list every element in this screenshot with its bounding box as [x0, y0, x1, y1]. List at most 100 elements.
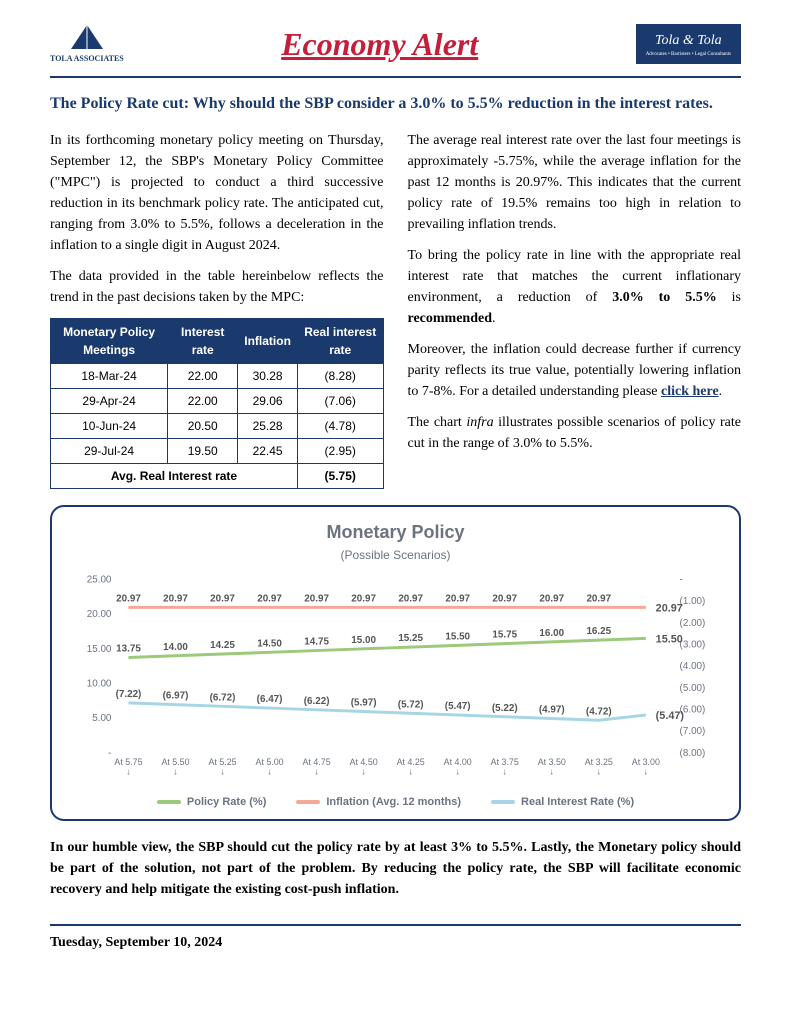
svg-text:15.50: 15.50 [445, 631, 470, 642]
monetary-policy-chart: Monetary Policy (Possible Scenarios) -5.… [50, 505, 741, 821]
table-row: 29-Jul-2419.5022.45(2.95) [51, 439, 384, 464]
svg-text:(4.00): (4.00) [680, 661, 706, 672]
right-logo: Tola & Tola Advocates • Barristers • Leg… [636, 24, 741, 65]
svg-text:↓: ↓ [173, 767, 177, 777]
svg-text:(4.97): (4.97) [539, 705, 565, 716]
svg-text:↓: ↓ [503, 767, 507, 777]
left-column: In its forthcoming monetary policy meeti… [50, 130, 384, 489]
page-header: TOLA ASSOCIATES Economy Alert Tola & Tol… [50, 20, 741, 68]
svg-text:(5.00): (5.00) [680, 683, 706, 694]
svg-text:20.97: 20.97 [445, 593, 470, 604]
th-interest: Interest rate [168, 319, 238, 364]
svg-text:20.97: 20.97 [116, 593, 141, 604]
chart-legend: Policy Rate (%) Inflation (Avg. 12 month… [70, 794, 721, 811]
footer-rule [50, 924, 741, 926]
right-logo-main: Tola & Tola [655, 30, 722, 51]
svg-text:20.97: 20.97 [539, 593, 564, 604]
svg-text:5.00: 5.00 [92, 713, 112, 724]
left-logo-line1: TOLA [50, 54, 72, 63]
svg-text:(6.72): (6.72) [210, 692, 236, 703]
table-row: 18-Mar-2422.0030.28(8.28) [51, 364, 384, 389]
click-here-link[interactable]: click here [661, 384, 719, 399]
svg-text:↓: ↓ [361, 767, 365, 777]
svg-text:20.00: 20.00 [87, 609, 112, 620]
th-inflation: Inflation [238, 319, 298, 364]
svg-text:20.97: 20.97 [163, 593, 188, 604]
svg-text:At 4.75: At 4.75 [303, 757, 331, 767]
chart-svg: -5.0010.0015.0020.0025.00-(1.00)(2.00)(3… [70, 570, 721, 790]
svg-text:(7.00): (7.00) [680, 726, 706, 737]
svg-text:↓: ↓ [126, 767, 130, 777]
svg-text:At 3.25: At 3.25 [585, 757, 613, 767]
table-avg-row: Avg. Real Interest rate(5.75) [51, 464, 384, 489]
svg-text:↓: ↓ [644, 767, 648, 777]
svg-text:20.97: 20.97 [586, 593, 611, 604]
svg-text:At 3.75: At 3.75 [491, 757, 519, 767]
svg-text:20.97: 20.97 [210, 593, 235, 604]
svg-text:20.97: 20.97 [492, 593, 517, 604]
svg-text:(8.00): (8.00) [680, 748, 706, 759]
mpc-table: Monetary Policy Meetings Interest rate I… [50, 318, 384, 489]
svg-text:16.00: 16.00 [539, 628, 564, 639]
svg-text:20.97: 20.97 [398, 593, 423, 604]
svg-text:At 4.25: At 4.25 [397, 757, 425, 767]
legend-inflation: Inflation (Avg. 12 months) [296, 794, 461, 811]
svg-text:At 3.00: At 3.00 [632, 757, 660, 767]
svg-text:(5.22): (5.22) [492, 703, 518, 714]
svg-text:(6.22): (6.22) [304, 696, 330, 707]
svg-text:15.00: 15.00 [87, 644, 112, 655]
svg-text:↓: ↓ [267, 767, 271, 777]
svg-text:25.00: 25.00 [87, 574, 112, 585]
header-title: Economy Alert [281, 20, 478, 68]
svg-text:(1.00): (1.00) [680, 596, 706, 607]
svg-text:↓: ↓ [408, 767, 412, 777]
svg-text:At 5.25: At 5.25 [208, 757, 236, 767]
svg-text:(7.22): (7.22) [116, 689, 142, 700]
right-column: The average real interest rate over the … [408, 130, 742, 489]
svg-text:20.97: 20.97 [257, 593, 282, 604]
svg-text:(2.00): (2.00) [680, 618, 706, 629]
footer-date: Tuesday, September 10, 2024 [50, 932, 741, 953]
left-logo: TOLA ASSOCIATES [50, 23, 124, 65]
svg-text:(4.72): (4.72) [586, 706, 612, 717]
table-row: 29-Apr-2422.0029.06(7.06) [51, 389, 384, 414]
svg-text:(6.47): (6.47) [257, 694, 283, 705]
svg-text:At 5.50: At 5.50 [161, 757, 189, 767]
svg-text:At 5.75: At 5.75 [114, 757, 142, 767]
svg-text:At 4.50: At 4.50 [350, 757, 378, 767]
svg-text:↓: ↓ [220, 767, 224, 777]
para-6: The chart infra illustrates possible sce… [408, 412, 742, 454]
svg-text:↓: ↓ [550, 767, 554, 777]
svg-text:10.00: 10.00 [87, 679, 112, 690]
svg-text:At 5.00: At 5.00 [256, 757, 284, 767]
triangle-logo-icon [69, 23, 105, 53]
svg-text:(3.00): (3.00) [680, 639, 706, 650]
chart-title: Monetary Policy [70, 519, 721, 546]
svg-text:20.97: 20.97 [351, 593, 376, 604]
th-real: Real interest rate [297, 319, 383, 364]
para-4: To bring the policy rate in line with th… [408, 245, 742, 329]
svg-text:20.97: 20.97 [656, 602, 683, 614]
svg-text:20.97: 20.97 [304, 593, 329, 604]
svg-text:14.75: 14.75 [304, 637, 329, 648]
para-2: The data provided in the table hereinbel… [50, 266, 384, 308]
svg-text:15.00: 15.00 [351, 635, 376, 646]
svg-text:At 4.00: At 4.00 [444, 757, 472, 767]
svg-text:15.50: 15.50 [656, 633, 683, 645]
left-logo-line2: ASSOCIATES [74, 54, 124, 63]
legend-real: Real Interest Rate (%) [491, 794, 634, 811]
svg-text:↓: ↓ [455, 767, 459, 777]
para-1: In its forthcoming monetary policy meeti… [50, 130, 384, 256]
svg-text:14.00: 14.00 [163, 642, 188, 653]
svg-text:14.25: 14.25 [210, 640, 235, 651]
svg-text:At 3.50: At 3.50 [538, 757, 566, 767]
article-title: The Policy Rate cut: Why should the SBP … [50, 92, 741, 116]
svg-text:(5.47): (5.47) [445, 701, 471, 712]
svg-text:15.75: 15.75 [492, 630, 517, 641]
para-5: Moreover, the inflation could decrease f… [408, 339, 742, 402]
legend-policy: Policy Rate (%) [157, 794, 266, 811]
svg-text:14.50: 14.50 [257, 638, 282, 649]
svg-text:13.75: 13.75 [116, 644, 141, 655]
article-body: In its forthcoming monetary policy meeti… [50, 130, 741, 489]
para-3: The average real interest rate over the … [408, 130, 742, 235]
